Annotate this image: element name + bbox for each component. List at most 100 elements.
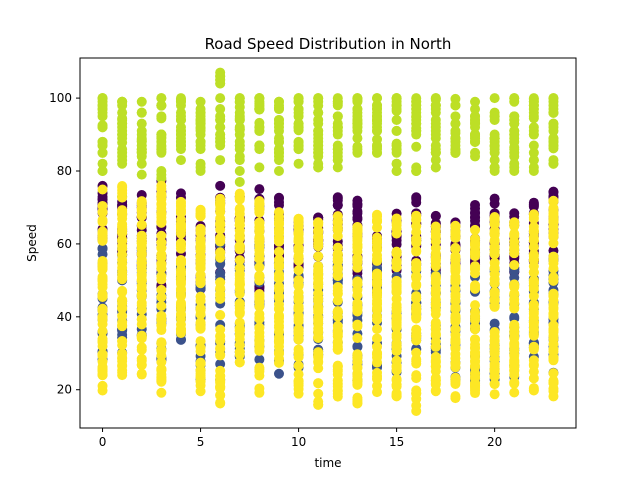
data-point <box>254 232 265 243</box>
data-point <box>372 314 383 325</box>
data-point <box>509 228 520 239</box>
data-point <box>470 118 481 129</box>
data-point <box>332 295 343 306</box>
data-point <box>175 114 186 125</box>
data-point <box>450 133 461 144</box>
data-point <box>273 96 284 107</box>
data-point <box>97 259 108 270</box>
data-point <box>372 324 383 335</box>
data-point <box>411 388 422 399</box>
data-point <box>195 255 206 266</box>
data-point <box>411 246 422 257</box>
data-point <box>352 199 363 210</box>
series-3 <box>97 180 559 416</box>
data-point <box>352 122 363 133</box>
data-point <box>156 292 167 303</box>
data-point <box>332 144 343 155</box>
data-point <box>352 141 363 152</box>
data-point <box>489 155 500 166</box>
data-point <box>548 391 559 402</box>
data-point <box>470 312 481 323</box>
data-point <box>372 387 383 398</box>
data-point <box>450 284 461 295</box>
data-point <box>489 263 500 274</box>
data-point <box>234 166 245 177</box>
data-point <box>136 238 147 249</box>
data-point <box>548 378 559 389</box>
y-axis: 20 40 60 80 100 <box>49 91 80 397</box>
data-point <box>254 218 265 229</box>
data-point <box>548 258 559 269</box>
data-point <box>254 241 265 252</box>
data-point <box>97 93 108 104</box>
data-point <box>489 378 500 389</box>
data-point <box>254 313 265 324</box>
x-axis: 0 5 10 15 20 <box>99 428 502 449</box>
data-point <box>450 118 461 129</box>
data-point <box>450 353 461 364</box>
data-point <box>273 346 284 357</box>
data-point <box>430 114 441 125</box>
data-point <box>293 104 304 115</box>
data-point <box>195 357 206 368</box>
data-point <box>195 309 206 320</box>
data-point <box>430 271 441 282</box>
data-point <box>528 306 539 317</box>
data-point <box>293 360 304 371</box>
data-point <box>117 113 128 124</box>
data-point <box>391 223 402 234</box>
data-point <box>195 111 206 122</box>
data-points <box>97 67 559 416</box>
data-point <box>254 335 265 346</box>
data-point <box>156 387 167 398</box>
data-point <box>175 155 186 166</box>
data-point <box>234 298 245 309</box>
data-point <box>215 397 226 408</box>
data-point <box>548 100 559 111</box>
data-point <box>391 262 402 273</box>
data-point <box>156 314 167 325</box>
data-point <box>528 343 539 354</box>
data-point <box>215 122 226 133</box>
data-point <box>234 136 245 147</box>
data-point <box>411 280 422 291</box>
data-point <box>332 192 343 203</box>
data-point <box>136 158 147 169</box>
data-point <box>215 331 226 342</box>
data-point <box>548 368 559 379</box>
data-point <box>254 122 265 133</box>
data-point <box>156 376 167 387</box>
data-point <box>293 265 304 276</box>
data-point <box>293 287 304 298</box>
data-point <box>215 310 226 321</box>
data-point <box>293 376 304 387</box>
data-point <box>175 125 186 136</box>
data-point <box>313 378 324 389</box>
plot-frame <box>79 57 577 429</box>
data-point <box>548 229 559 240</box>
data-point <box>97 326 108 337</box>
data-point <box>450 304 461 315</box>
data-point <box>215 381 226 392</box>
data-point <box>293 326 304 337</box>
data-point <box>332 329 343 340</box>
data-point <box>391 346 402 357</box>
data-point <box>273 291 284 302</box>
data-point <box>332 151 343 162</box>
data-point <box>117 361 128 372</box>
data-point <box>372 222 383 233</box>
data-point <box>175 264 186 275</box>
data-point <box>293 352 304 363</box>
data-point <box>489 342 500 353</box>
data-point <box>352 333 363 344</box>
data-point <box>548 327 559 338</box>
data-point <box>489 93 500 104</box>
data-point <box>313 388 324 399</box>
data-point <box>273 273 284 284</box>
data-point <box>411 303 422 314</box>
data-point <box>156 100 167 111</box>
data-point <box>411 100 422 111</box>
data-point <box>372 237 383 248</box>
data-point <box>215 219 226 230</box>
data-point <box>411 312 422 323</box>
